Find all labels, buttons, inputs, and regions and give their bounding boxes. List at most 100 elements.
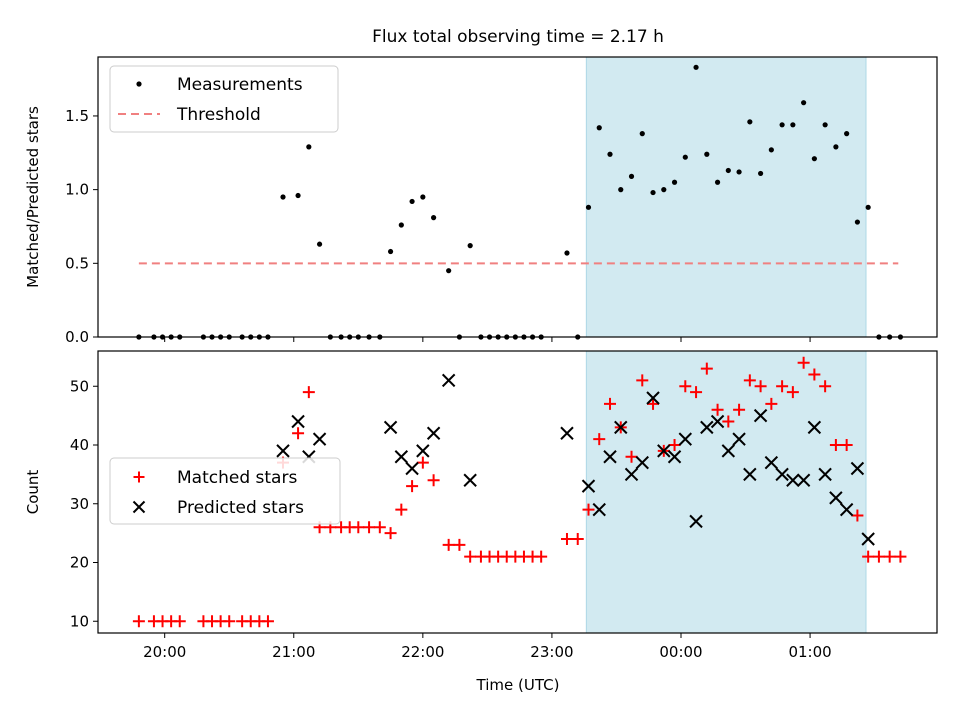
legend-matched-label: Matched stars: [177, 468, 297, 488]
x-b: [721, 444, 736, 458]
ratio-marks: [136, 64, 904, 340]
predicted-star-point: [764, 455, 779, 470]
predicted-star-point: [861, 532, 875, 546]
x-b: [416, 444, 430, 458]
ratio-panel: 0.0 0.5 1.0 1.5 Matched/Predicted stars Mea…: [24, 56, 938, 346]
matched-star-point: [395, 503, 408, 516]
observing-window-shade: [585, 56, 867, 338]
matched-star-point: [464, 550, 477, 563]
predicted-star-point: [581, 479, 596, 493]
predicted-star-point: [603, 450, 617, 464]
measurement-point: [811, 156, 817, 162]
matched-star-point: [883, 550, 896, 563]
legend-predicted-marker-b: [132, 500, 146, 514]
y-tick-label: 1.5: [65, 107, 89, 125]
legend-box: [109, 65, 339, 133]
count-panel: 10 20 30 40 50 20:00 21:00 22:00 23:00 00:00 01:0…: [24, 350, 938, 661]
matched-star-point: [765, 397, 778, 410]
measurement-point: [420, 194, 426, 200]
y-tick-label: 10: [70, 612, 89, 630]
predicted-star-point: [796, 473, 811, 487]
predicted-star-point: [753, 408, 768, 423]
predicted-star-point: [646, 391, 660, 405]
predicted-star-point: [624, 467, 639, 482]
matched-star-point: [427, 474, 440, 487]
predicted-star-point: [276, 444, 290, 458]
ratio-axes-frame: [97, 56, 938, 338]
predicted-star-point: [416, 444, 430, 458]
predicted-star-point: [463, 473, 477, 487]
x-b: [603, 450, 617, 464]
legend-measurements-label: Measurements: [177, 75, 303, 95]
measurement-point: [779, 122, 785, 128]
matched-star-point: [384, 527, 397, 540]
chart-title: Flux total observing time = 2.17 h: [372, 27, 664, 47]
count-y-ticks: 10 20 30 40 50: [70, 377, 98, 630]
matched-star-point: [733, 403, 746, 416]
measurement-point: [639, 131, 645, 137]
predicted-star-point: [441, 373, 456, 388]
matched-star-point: [679, 380, 692, 393]
count-axes-frame: [97, 350, 938, 634]
matched-star-point: [754, 380, 767, 393]
matched-star-point: [872, 550, 885, 563]
predicted-star-point: [829, 491, 843, 505]
predicted-star-point: [291, 414, 305, 429]
matched-star-point: [829, 439, 842, 451]
matched-star-point: [851, 509, 864, 522]
x-b: [775, 467, 789, 482]
predicted-star-point: [807, 420, 822, 435]
predicted-star-point: [592, 502, 606, 517]
matched-star-point: [894, 550, 907, 563]
measurement-point: [280, 194, 286, 200]
x-tick-label: 01:00: [788, 643, 831, 661]
matched-star-point: [862, 550, 875, 563]
x-b: [743, 467, 757, 482]
matched-star-point: [819, 380, 832, 393]
matched-star-point: [690, 386, 703, 399]
x-axis-label: Time (UTC): [476, 676, 560, 694]
predicted-star-point: [667, 450, 682, 464]
x-b: [678, 432, 693, 446]
y-tick-label: 40: [70, 436, 89, 454]
legend-threshold-label: Threshold: [176, 105, 261, 125]
matched-star-point: [453, 538, 466, 551]
matched-star-point: [700, 362, 713, 375]
predicted-star-point: [394, 450, 409, 464]
measurement-point: [704, 151, 710, 157]
matched-star-point: [416, 456, 429, 469]
measurement-point: [671, 179, 678, 185]
ratio-legend: Measurements Threshold: [109, 65, 339, 133]
x-b: [276, 444, 290, 458]
x-b: [710, 414, 725, 429]
measurement-point: [833, 144, 839, 150]
predicted-star-point: [614, 420, 628, 435]
measurement-point: [467, 243, 473, 249]
x-b: [405, 461, 419, 476]
measurement-point: [725, 167, 731, 174]
matched-star-point: [442, 538, 455, 551]
predicted-star-point: [721, 444, 736, 458]
y-tick-label: 1.0: [65, 181, 89, 199]
x-b: [667, 450, 682, 464]
matched-star-point: [625, 450, 638, 463]
measurement-point: [316, 241, 323, 247]
matched-star-point: [571, 533, 584, 545]
x-b: [646, 391, 660, 405]
measurement-point: [844, 131, 850, 137]
x-b: [635, 455, 649, 470]
predicted-star-point: [426, 426, 441, 440]
y-tick-label: 30: [70, 495, 89, 513]
matched-star-point: [786, 386, 799, 399]
predicted-star-point: [689, 514, 703, 529]
measurement-point: [596, 125, 602, 131]
matched-star-point: [776, 380, 789, 393]
x-tick-label: 21:00: [272, 643, 315, 661]
x-b: [624, 467, 639, 482]
matched-star-point: [797, 356, 810, 369]
y-tick-label: 0.5: [65, 254, 89, 272]
x-tick-label: 20:00: [143, 643, 186, 661]
measurement-point: [446, 268, 452, 274]
measurement-point: [865, 204, 871, 210]
matched-star-point: [743, 374, 756, 387]
